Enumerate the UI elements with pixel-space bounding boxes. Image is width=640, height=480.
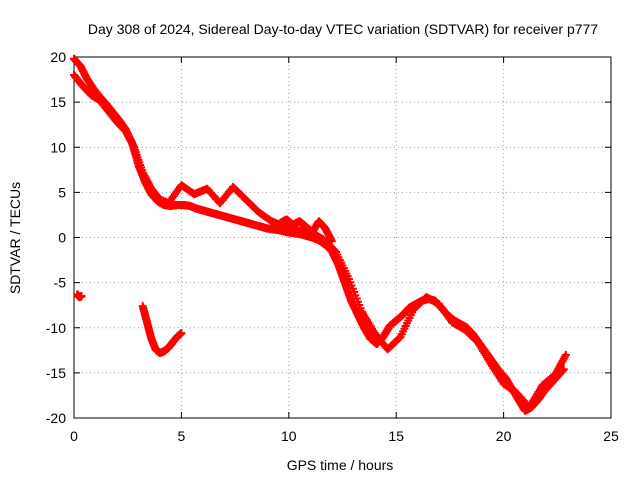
x-tick-label: 5 [178,428,186,444]
series-p777-crossings-10-12h [276,215,336,246]
data-point [77,292,86,301]
y-tick-label: -15 [46,365,66,381]
series-p777-secondary-track [70,71,570,412]
grid [74,57,611,418]
y-tick-label: -5 [54,275,67,291]
series-p777-segment-0h [73,290,86,302]
y-tick-label: -20 [46,410,66,426]
data-point [327,237,336,246]
x-tick-label: 0 [70,428,78,444]
y-tick-label: -10 [46,320,66,336]
axis-ticks [73,56,612,419]
x-tick-label: 25 [603,428,619,444]
data-point [561,350,570,359]
y-tick-label: 10 [50,139,66,155]
series-p777-segment-3-5h [138,302,186,358]
data-points [70,54,570,415]
y-tick-label: 5 [58,184,66,200]
x-axis-label: GPS time / hours [287,457,394,473]
y-axis-label: SDTVAR / TECUs [7,182,23,294]
x-tick-label: 10 [281,428,297,444]
chart-title: Day 308 of 2024, Sidereal Day-to-day VTE… [88,21,598,37]
y-tick-labels: -20 -15 -10 -5 0 5 10 15 20 [46,49,66,426]
data-point [177,329,186,338]
x-tick-label: 15 [388,428,404,444]
y-tick-label: 20 [50,49,66,65]
x-tick-label: 20 [496,428,512,444]
y-tick-label: 0 [58,230,66,246]
x-tick-labels: 0 5 10 15 20 25 [70,428,619,444]
y-tick-label: 15 [50,94,66,110]
